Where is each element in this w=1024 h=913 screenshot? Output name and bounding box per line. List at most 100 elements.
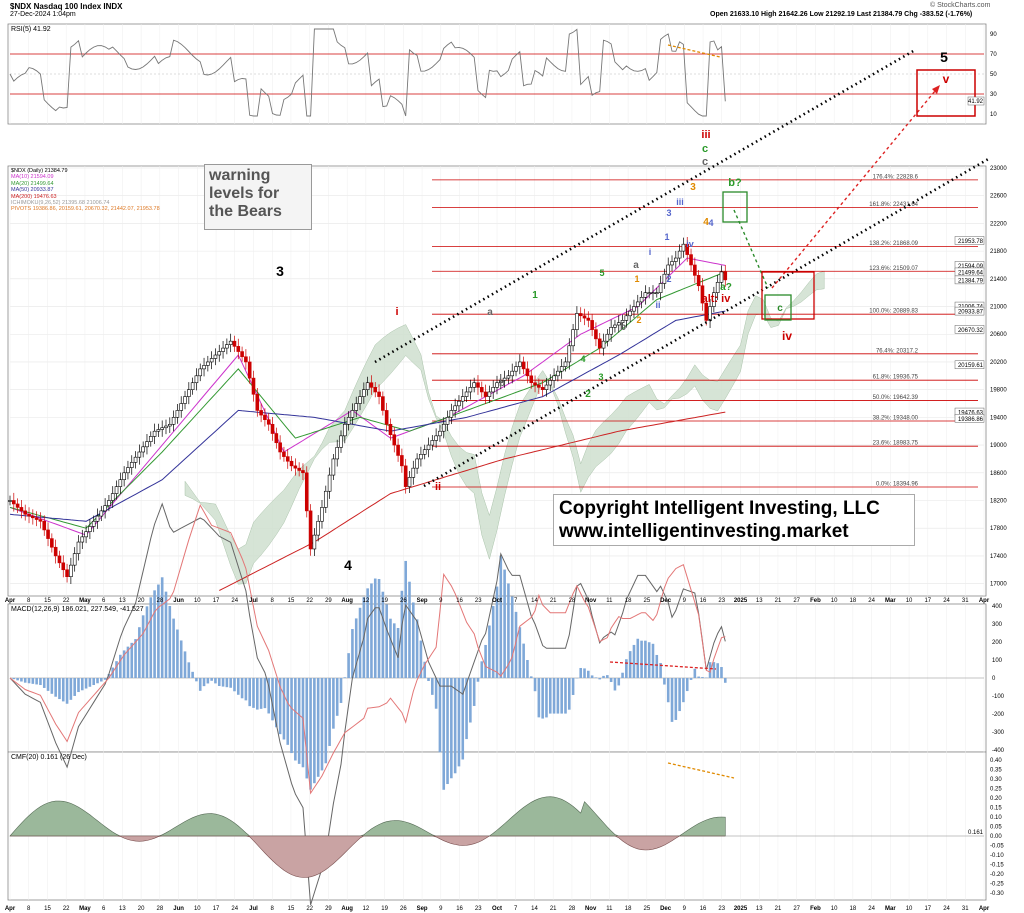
macd-histogram-bar (392, 623, 396, 678)
x-tick: 16 (700, 598, 707, 604)
x-tick-bottom: Oct (492, 906, 502, 912)
candle-body (438, 430, 442, 437)
macd-tick: -300 (992, 730, 1005, 736)
macd-histogram-bar (240, 678, 244, 699)
candle-body (228, 340, 233, 345)
candle-body (129, 462, 134, 468)
candle-body (635, 301, 640, 307)
candle-body (441, 423, 446, 432)
candle-body (651, 292, 655, 294)
x-tick: Apr (5, 598, 16, 604)
x-tick-bottom: 23 (718, 906, 725, 912)
ma50-line (9, 310, 726, 522)
x-tick-bottom: 2025 (734, 906, 748, 912)
macd-histogram-bar (560, 678, 563, 714)
x-tick-bottom: 22 (306, 906, 313, 912)
price-tag: 20933.87 (958, 310, 984, 316)
candle-body (274, 433, 279, 444)
x-tick: 24 (943, 598, 950, 604)
macd-line (9, 502, 726, 905)
macd-histogram-bar (84, 678, 88, 689)
wave-label-wiv: iv (782, 329, 792, 343)
candle-body (381, 396, 385, 411)
macd-histogram-bar (366, 588, 369, 678)
brand-label: © StockCharts.com (930, 2, 991, 9)
macd-tick: 400 (992, 604, 1003, 610)
candle-body (430, 440, 435, 446)
candle-body (362, 389, 366, 397)
candle-body (61, 562, 66, 571)
macd-histogram-bar (198, 678, 202, 691)
cmf-tick: 0.40 (990, 758, 1002, 764)
macd-histogram-bar (419, 640, 423, 678)
x-tick-bottom: 23 (475, 906, 482, 912)
rsi-tag-box (967, 96, 985, 106)
x-tick-bottom: 13 (756, 906, 763, 912)
candle-body (118, 479, 123, 487)
macd-histogram-bar (431, 678, 434, 695)
x-tick-bottom: 9 (683, 906, 687, 912)
fib-label: 76.4%: 20317.2 (876, 348, 919, 354)
macd-histogram-bar (294, 678, 297, 761)
x-tick-bottom: 22 (63, 906, 70, 912)
x-tick-bottom: 13 (119, 906, 126, 912)
macd-histogram-bar (548, 678, 552, 714)
candle-body (502, 377, 507, 381)
candle-body (643, 292, 648, 298)
v-target-box (916, 69, 976, 117)
x-tick: Jun (173, 598, 184, 604)
candle-body (514, 366, 518, 372)
candle-body (373, 387, 378, 393)
macd-histogram-bar (408, 581, 411, 678)
x-tick: May (79, 598, 91, 604)
x-tick-bottom: 31 (962, 906, 969, 912)
x-tick-bottom: 28 (157, 906, 164, 912)
candle-body (251, 377, 256, 395)
wave-label-n3: 3 (598, 372, 603, 382)
candle-body (658, 283, 663, 293)
x-tick-bottom: Jun (173, 906, 184, 912)
warning-line-2: levels for (209, 185, 280, 202)
rsi-tick: 50 (990, 72, 997, 78)
macd-histogram-bar (537, 678, 541, 718)
macd-histogram-bar (351, 629, 354, 678)
macd-histogram-bar (488, 625, 491, 678)
fib-label: 100.0%: 20889.83 (869, 309, 918, 315)
candle-body (540, 387, 545, 390)
candle-body (354, 403, 359, 411)
cmf-tick: -0.20 (990, 872, 1004, 878)
fib-label: 23.6%: 18983.75 (873, 441, 919, 447)
wave-label-o1: 1 (634, 274, 639, 284)
candle-body (114, 486, 119, 494)
cmf-tick: 0.10 (990, 815, 1002, 821)
candle-body (662, 273, 667, 284)
macd-histogram-bar (594, 677, 598, 678)
macd-histogram-bar (157, 584, 160, 678)
candle-body (95, 515, 100, 522)
macd-histogram-bar (461, 678, 465, 760)
wave-label-n2: 2 (585, 389, 591, 400)
macd-histogram-bar (567, 678, 571, 710)
candle-body (400, 455, 404, 467)
x-tick-bottom: 21 (775, 906, 782, 912)
candle-body (499, 380, 503, 384)
candle-body (27, 514, 31, 517)
macd-histogram-bar (381, 591, 385, 678)
x-tick: 24 (231, 598, 238, 604)
candle-body (266, 419, 271, 425)
macd-histogram-bar (39, 678, 42, 686)
macd-histogram-bar (328, 678, 331, 746)
legend-entry: MA(50) 20933.87 (11, 187, 54, 194)
candle-body (297, 467, 301, 471)
macd-histogram-bar (42, 678, 46, 688)
red-projection (771, 84, 941, 289)
candle-body (31, 515, 35, 519)
candle-body (666, 264, 671, 275)
wave-label-wii: ii (435, 481, 441, 493)
macd-histogram-bar (693, 668, 697, 678)
candle-body (590, 320, 594, 330)
macd-histogram-bar (263, 678, 267, 709)
price-tag: 20670.32 (958, 328, 984, 334)
x-tick: 22 (306, 598, 313, 604)
x-tick: 2025 (734, 598, 748, 604)
